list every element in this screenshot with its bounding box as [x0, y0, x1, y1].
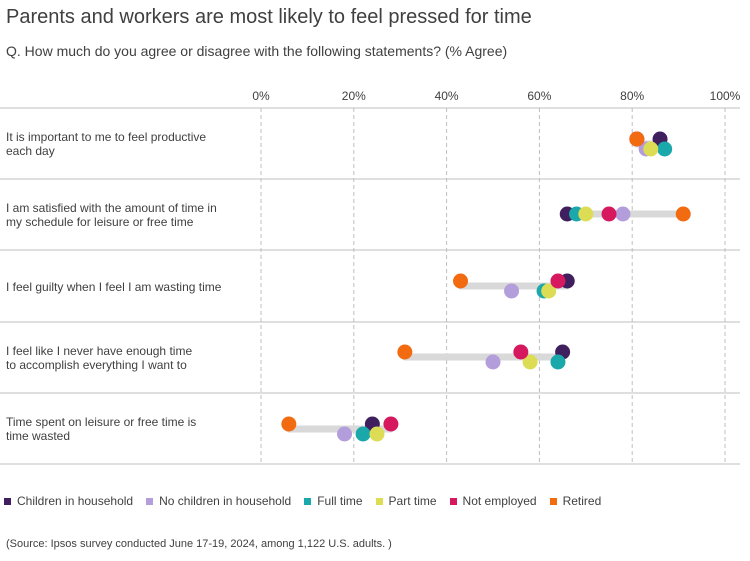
data-point — [369, 426, 385, 442]
legend-item-not-employed: Not employed — [449, 494, 537, 508]
row-label-4: I feel like I never have enough time to a… — [6, 344, 193, 372]
data-point — [397, 344, 413, 360]
data-point — [383, 416, 399, 432]
data-point — [615, 206, 631, 222]
legend-label: No children in household — [159, 494, 292, 508]
legend-label: Retired — [562, 494, 602, 508]
row-label-5: Time spent on leisure or free time is tim… — [6, 415, 197, 443]
row-label-3: I feel guilty when I feel I am wasting t… — [6, 280, 222, 294]
data-point — [453, 273, 469, 289]
source-note: (Source: Ipsos survey conducted June 17-… — [6, 538, 392, 550]
data-point — [643, 141, 659, 157]
legend-label: Part time — [388, 494, 437, 508]
data-point — [337, 426, 353, 442]
x-tick-label: 0% — [252, 89, 270, 103]
dot-plot-chart: 0% 20% 40% 60% 80% 100% — [0, 89, 741, 465]
x-tick-label: 40% — [435, 89, 459, 103]
row-label-1: It is important to me to feel productive… — [6, 130, 207, 158]
data-point — [657, 141, 673, 157]
row-label-2: I am satisfied with the amount of time i… — [6, 201, 217, 229]
data-point — [504, 283, 520, 299]
data-point — [522, 354, 538, 370]
legend-swatch — [375, 497, 383, 505]
legend-item-children: Children in household — [4, 494, 133, 508]
chart-subtitle: Q. How much do you agree or disagree wit… — [6, 43, 508, 59]
legend-item-part-time: Part time — [375, 494, 437, 508]
legend-swatch — [146, 497, 154, 505]
chart-title: Parents and workers are most likely to f… — [6, 6, 532, 28]
legend-label: Full time — [317, 494, 363, 508]
data-point — [578, 206, 594, 222]
x-tick-label: 20% — [342, 89, 366, 103]
data-point — [550, 354, 566, 370]
data-point — [550, 273, 566, 289]
x-tick-label: 60% — [527, 89, 551, 103]
legend-swatch — [549, 497, 557, 505]
legend-item-full-time: Full time — [304, 494, 363, 508]
x-tick-label: 80% — [620, 89, 644, 103]
data-point — [355, 426, 371, 442]
data-point — [675, 206, 691, 222]
data-point — [629, 131, 645, 147]
legend-label: Children in household — [17, 494, 134, 508]
legend-swatch — [304, 497, 312, 505]
data-point — [281, 416, 297, 432]
data-point — [601, 206, 617, 222]
legend: Children in household No children in hou… — [4, 494, 614, 508]
legend-item-retired: Retired — [549, 494, 602, 508]
x-tick-label: 100% — [710, 89, 741, 103]
legend-label: Not employed — [462, 494, 537, 508]
legend-swatch — [449, 497, 457, 505]
legend-item-no-children: No children in household — [146, 494, 291, 508]
data-point — [485, 354, 501, 370]
data-point — [541, 283, 557, 299]
data-point — [513, 344, 529, 360]
legend-swatch — [4, 497, 11, 505]
